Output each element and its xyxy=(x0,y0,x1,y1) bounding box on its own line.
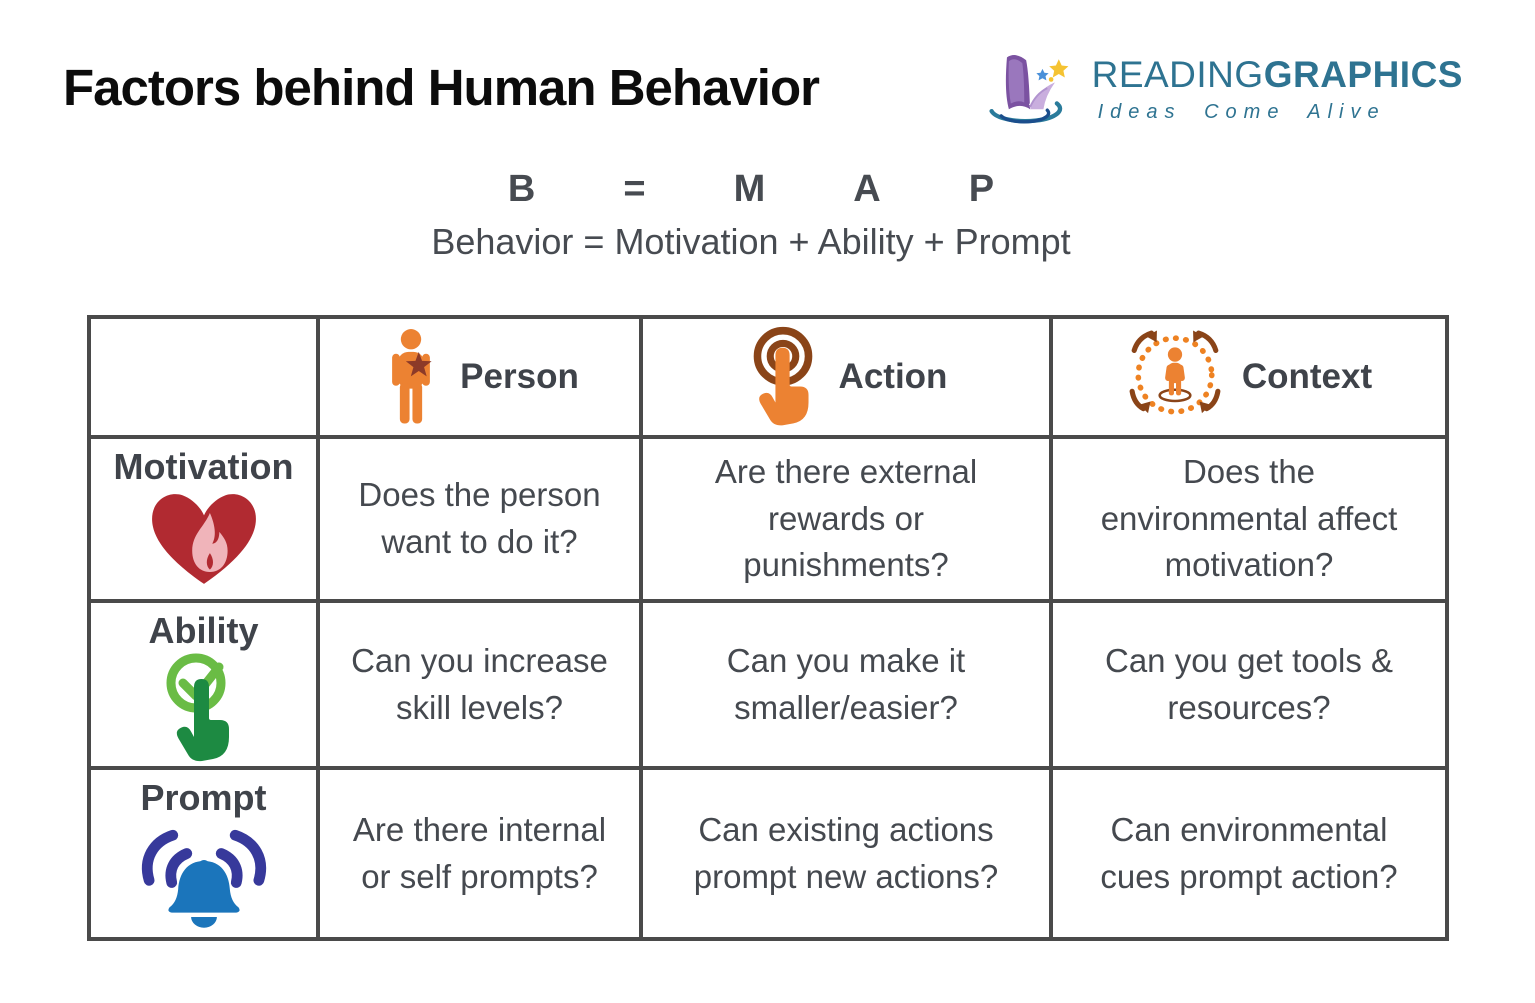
row-header-label: Ability xyxy=(148,610,259,651)
column-header-person: Person xyxy=(320,319,643,439)
check-click-icon xyxy=(166,653,229,761)
formula-letter-b: B xyxy=(507,168,536,210)
row-header-label: Prompt xyxy=(140,777,267,818)
cell-prompt-action: Can existing actions prompt new actions? xyxy=(643,770,1053,937)
context-environment-icon xyxy=(1129,330,1221,415)
cell-ability-person: Can you increase skill levels? xyxy=(320,603,643,770)
cell-ability-action: Can you make it smaller/easier? xyxy=(643,603,1053,770)
cell-prompt-context: Can environmental cues prompt action? xyxy=(1100,810,1398,895)
row-header-ability: Ability xyxy=(91,603,320,770)
formula-letter-p: P xyxy=(968,168,995,210)
logo-name-graphics: GRAPHICS xyxy=(1263,54,1463,96)
bmap-formula: B = M A P Behavior = Motivation + Abilit… xyxy=(431,168,1070,263)
row-header-motivation: Motivation xyxy=(91,439,320,603)
column-header-label: Action xyxy=(838,357,948,396)
formula-expansion: Behavior = Motivation + Ability + Prompt xyxy=(431,221,1071,262)
action-tap-icon xyxy=(753,326,812,426)
page-title: Factors behind Human Behavior xyxy=(63,59,820,116)
formula-letters: B = M A P xyxy=(508,168,994,211)
person-icon xyxy=(392,329,432,424)
row-header-prompt: Prompt xyxy=(91,770,320,937)
bmap-table: Person Action xyxy=(87,315,1449,941)
logo-name-reading: READING xyxy=(1091,54,1264,96)
cell-ability-context: Can you get tools & resources? xyxy=(1053,603,1445,770)
cell-motivation-context: Does the environmental affect motivation… xyxy=(1053,439,1445,603)
formula-equals: = xyxy=(623,168,646,210)
row-header-label: Motivation xyxy=(113,446,294,487)
column-header-label: Context xyxy=(1241,357,1373,396)
logo-name: READINGGRAPHICS xyxy=(1091,54,1463,96)
formula-letter-a: A xyxy=(853,168,881,210)
heart-flame-icon xyxy=(151,493,256,584)
column-header-action: Action xyxy=(643,319,1053,439)
cell-prompt-person: Are there internal or self prompts? xyxy=(320,770,643,937)
cell-motivation-action: Are there external rewards or punishment… xyxy=(643,439,1053,603)
formula-letter-m: M xyxy=(733,168,766,210)
column-header-label: Person xyxy=(460,357,579,396)
logo-tagline: Ideas Come Alive xyxy=(1097,100,1386,123)
bell-icon xyxy=(141,829,266,928)
cell-motivation-person: Does the person want to do it? xyxy=(320,439,643,603)
corner-cell xyxy=(91,319,320,439)
column-header-context: Context xyxy=(1053,319,1445,439)
book-swirl-logo-icon xyxy=(989,55,1069,124)
readinggraphics-logo: READINGGRAPHICS Ideas Come Alive xyxy=(982,45,1463,135)
